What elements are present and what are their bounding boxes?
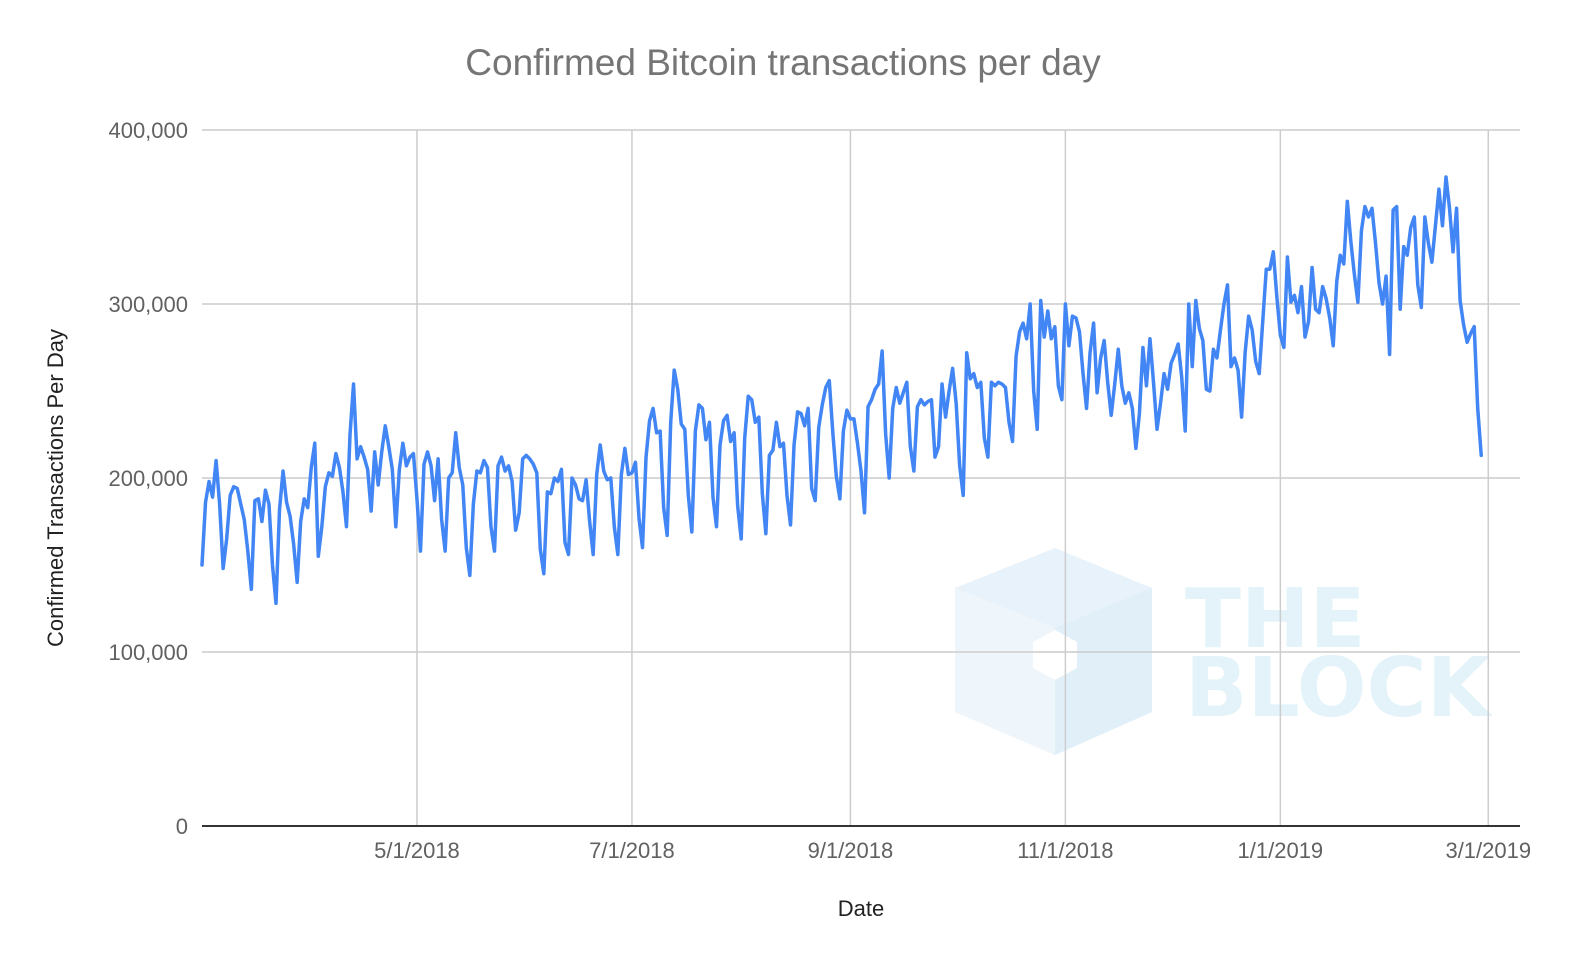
watermark-logo-icon	[955, 548, 1152, 755]
y-tick-label: 300,000	[108, 292, 188, 317]
x-tick-label: 5/1/2018	[374, 838, 460, 863]
y-tick-labels: 0 100,000 200,000 300,000 400,000	[108, 118, 188, 839]
x-tick-label: 3/1/2019	[1445, 838, 1531, 863]
y-tick-label: 100,000	[108, 640, 188, 665]
x-gridlines	[416, 130, 1490, 826]
y-tick-label: 200,000	[108, 466, 188, 491]
series-line	[200, 175, 1483, 606]
x-tick-labels: 5/1/2018 7/1/2018 9/1/2018 11/1/2018 1/1/201…	[374, 838, 1531, 863]
y-tick-label: 400,000	[108, 118, 188, 143]
x-tick-label: 1/1/2019	[1238, 838, 1324, 863]
x-tick-label: 7/1/2018	[589, 838, 675, 863]
watermark-line2: BLOCK	[1185, 641, 1494, 736]
x-tick-label: 9/1/2018	[808, 838, 894, 863]
y-tick-label: 0	[176, 814, 188, 839]
chart-title: Confirmed Bitcoin transactions per day	[465, 42, 1101, 83]
x-tick-label: 11/1/2018	[1017, 838, 1113, 863]
x-axis-label: Date	[838, 896, 884, 921]
watermark: THE BLOCK	[955, 548, 1494, 755]
watermark-line1: THE	[1185, 572, 1366, 667]
y-axis-label: Confirmed Transactions Per Day	[43, 329, 68, 647]
